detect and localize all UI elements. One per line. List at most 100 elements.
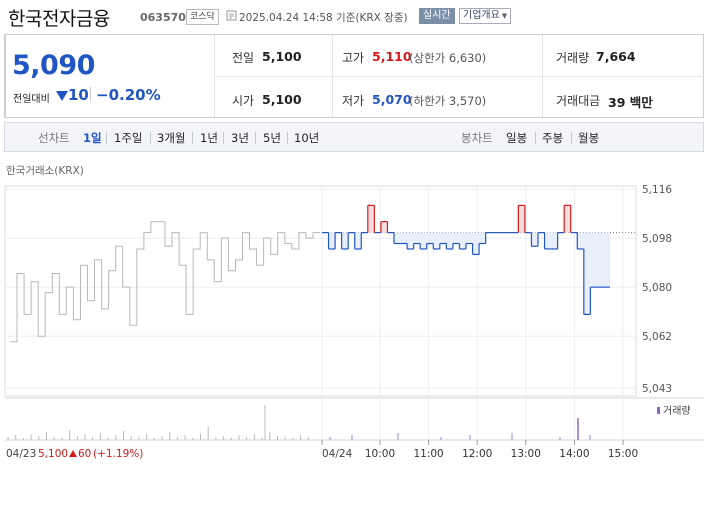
tab-10-years[interactable]: 10년 (294, 131, 320, 145)
today-area-fill (446, 232, 453, 249)
today-area-fill (439, 232, 447, 244)
today-area-fill (590, 232, 597, 288)
tab-3-months[interactable]: 3개월 (157, 131, 186, 145)
today-area-fill (380, 221, 388, 233)
prev-day-date-label: 04/23 (6, 448, 36, 460)
today-area-fill (394, 232, 401, 244)
y-tick-label: 5,116 (642, 184, 672, 196)
tab-daily-candle[interactable]: 일봉 (506, 131, 528, 145)
high-value: 5,110 (372, 49, 412, 64)
tab-1-day[interactable]: 1일 (83, 131, 102, 145)
volume-label: 거래량 (556, 51, 590, 65)
y-tick-label: 5,043 (642, 383, 672, 395)
y-tick-label: 5,080 (642, 282, 672, 294)
stock-header: 한국전자금융 063570 코스닥 2025.04.24 14:58 기준(KR… (0, 0, 705, 34)
company-overview-dropdown[interactable]: 기업개요 ▼ (459, 8, 512, 24)
high-label: 고가 (342, 51, 365, 65)
today-area-fill (518, 205, 525, 233)
candle-chart-label: 봉차트 (461, 131, 493, 145)
today-area-fill (596, 232, 604, 288)
upper-limit: (상한가 6,630) (409, 51, 487, 65)
prev-day-change-label: 60 (78, 448, 91, 460)
tab-1-week[interactable]: 1주일 (114, 131, 143, 145)
volume-legend-swatch (657, 407, 660, 414)
tab-3-years[interactable]: 3년 (231, 131, 249, 145)
open-value: 5,100 (262, 92, 302, 107)
tab-divider (287, 132, 288, 144)
tab-weekly-candle[interactable]: 주봉 (542, 131, 564, 145)
data-source-label: 한국거래소(KRX) (6, 165, 84, 177)
today-date-label: 04/24 (322, 448, 353, 460)
x-tick-label: 10:00 (365, 448, 395, 460)
low-value: 5,070 (372, 92, 412, 107)
stock-name: 한국전자금융 (8, 8, 110, 30)
down-triangle-icon (56, 91, 68, 101)
today-area-fill (603, 232, 610, 288)
quote-datetime: 2025.04.24 14:58 기준(KRX 장중) (239, 12, 408, 24)
company-overview-label: 기업개요 (463, 10, 500, 21)
x-tick-label: 15:00 (608, 448, 638, 460)
vs-prev-label: 전일대비 (13, 94, 50, 105)
volume-legend-label: 거래량 (663, 405, 691, 417)
up-triangle-icon (69, 450, 77, 457)
tab-divider (192, 132, 193, 144)
chart-period-tabs: 선차트 1일 1주일 3개월 1년 3년 5년 10년 봉차트 일봉 주봉 월봉 (4, 122, 704, 152)
summary-divider (216, 76, 704, 77)
today-area-fill (341, 232, 349, 249)
tab-divider (106, 132, 107, 144)
open-label: 시가 (232, 94, 255, 108)
realtime-button[interactable]: 실시간 (419, 8, 455, 24)
current-price: 5,090 (12, 50, 95, 81)
prev-day-close-label: 5,100 (38, 448, 68, 460)
y-tick-label: 5,098 (642, 233, 672, 245)
x-tick-label: 12:00 (462, 448, 492, 460)
today-area-fill (466, 232, 473, 244)
tab-divider (535, 132, 536, 144)
volume-value: 7,664 (596, 49, 636, 64)
prev-day-change-pct-label: (+1.19%) (93, 448, 143, 460)
clock-icon (226, 10, 237, 21)
prev-close-label: 전일 (232, 51, 255, 65)
today-area-fill (354, 232, 362, 249)
change-divider (90, 87, 91, 101)
low-label: 저가 (342, 94, 365, 108)
lower-limit: (하한가 3,570) (409, 94, 487, 108)
x-tick-label: 13:00 (511, 448, 541, 460)
prev-day-price-line (10, 221, 320, 343)
tab-monthly-candle[interactable]: 월봉 (578, 131, 600, 145)
today-area-fill (459, 232, 466, 249)
plot-frame (4, 185, 637, 397)
stock-code: 063570 (140, 11, 186, 24)
today-area-fill (367, 205, 375, 233)
today-area-fill (433, 232, 440, 249)
today-area-fill (577, 232, 584, 249)
tab-divider (223, 132, 224, 144)
market-badge: 코스닥 (186, 9, 219, 25)
x-tick-label: 14:00 (559, 448, 589, 460)
today-area-fill (564, 205, 571, 233)
tab-divider (571, 132, 572, 144)
today-area-fill (544, 232, 552, 249)
today-area-fill (413, 232, 421, 244)
line-chart-label: 선차트 (38, 131, 70, 145)
today-area-fill (583, 232, 591, 315)
chevron-down-icon: ▼ (501, 12, 508, 20)
price-summary-panel: 5,090 전일대비 10 −0.20% 전일 5,100 시가 5,100 고… (4, 34, 704, 118)
x-tick-label: 11:00 (413, 448, 443, 460)
tab-5-years[interactable]: 5년 (263, 131, 281, 145)
today-area-fill (479, 232, 486, 244)
today-area-fill (328, 232, 336, 249)
tab-divider (255, 132, 256, 144)
change-percent: −0.20% (96, 86, 161, 104)
trade-amount-value: 39 백만 (608, 95, 653, 110)
today-area-fill (420, 232, 427, 249)
prev-close-value: 5,100 (262, 49, 302, 64)
tab-divider (150, 132, 151, 144)
tab-1-year[interactable]: 1년 (200, 131, 218, 145)
y-tick-label: 5,062 (642, 331, 672, 343)
today-area-fill (400, 232, 408, 244)
today-area-fill (551, 232, 558, 249)
today-area-fill (452, 232, 460, 244)
today-area-fill (426, 232, 434, 244)
